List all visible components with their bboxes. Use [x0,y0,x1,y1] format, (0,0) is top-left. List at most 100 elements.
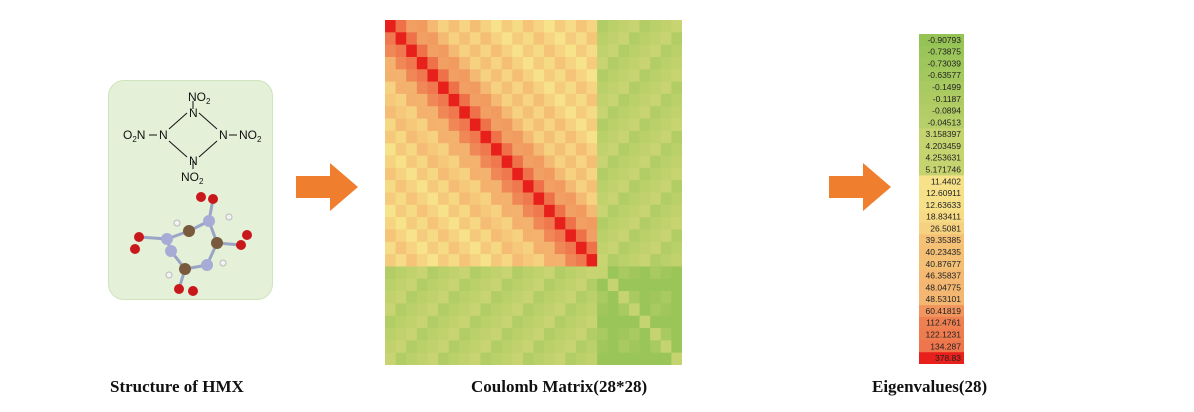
matrix-cell [660,20,672,33]
matrix-cell [522,81,534,95]
matrix-cell [544,180,556,193]
matrix-cell [459,81,471,95]
matrix-cell [671,278,682,292]
matrix-cell [533,143,545,156]
matrix-cell [459,130,471,144]
matrix-cell [618,340,630,354]
matrix-cell [575,352,587,365]
matrix-cell [565,254,577,267]
matrix-cell [385,352,397,365]
matrix-cell [385,69,397,83]
matrix-cell [416,106,428,119]
matrix-cell [406,315,418,329]
matrix-cell [406,204,418,218]
matrix-cell [395,192,407,206]
matrix-cell [480,352,492,365]
matrix-cell [512,204,524,218]
matrix-cell [554,340,566,354]
eigenvalue-label: 40.87677 [926,259,962,269]
matrix-cell [512,155,524,169]
matrix-cell [469,352,481,365]
matrix-cell [597,229,609,243]
matrix-cell [660,352,672,365]
matrix-cell [385,291,397,304]
matrix-cell [586,130,598,144]
matrix-cell [607,69,619,83]
ring-n-left: N [159,128,168,142]
eigenvalue-fill [919,281,964,294]
matrix-cell [533,352,545,365]
matrix-cell [512,69,524,83]
eigenvalue-fill [919,187,964,200]
matrix-cell [650,56,662,70]
matrix-cell [639,204,651,218]
matrix-cell [469,303,481,317]
matrix-cell [607,204,619,218]
matrix-cell [448,315,460,329]
matrix-cell [385,204,397,218]
matrix-cell [544,69,556,83]
matrix-cell [544,44,556,58]
matrix-cell [501,130,513,144]
matrix-cell [607,266,619,280]
matrix-cell [395,340,407,354]
eigenvalue-label: 4.203459 [926,141,962,151]
matrix-cell [427,155,439,169]
matrix-cell [554,130,566,144]
matrix-cell [660,106,672,119]
matrix-cell [448,204,460,218]
matrix-cell [491,303,503,317]
matrix-cell [628,155,640,169]
matrix-cell [597,315,609,329]
matrix-cell [491,106,503,119]
matrix-cell [639,315,651,329]
matrix-cell [512,291,524,304]
matrix-cell [395,106,407,119]
matrix-cell [438,93,450,107]
matrix-cell [628,167,640,181]
matrix-cell [427,143,439,156]
matrix-cell [575,167,587,181]
matrix-cell [395,69,407,83]
matrix-cell [512,118,524,132]
matrix-cell [628,241,640,255]
matrix-cell [459,340,471,354]
eigenvalue-fill [919,140,964,153]
matrix-cell [480,278,492,292]
matrix-cell [671,303,682,317]
matrix-cell [660,69,672,83]
matrix-cell [565,81,577,95]
matrix-cell [512,167,524,181]
matrix-cell [395,20,407,33]
matrix-cell [491,167,503,181]
matrix-cell [512,143,524,156]
matrix-cell [671,81,682,95]
matrix-cell [427,204,439,218]
matrix-cell [660,241,672,255]
matrix-cell [586,93,598,107]
matrix-cell [607,254,619,267]
matrix-cell [607,93,619,107]
eigenvalue-fill [919,222,964,235]
eigenvalue-label: 48.53101 [926,294,962,304]
eigenvalue-cell: -0.63577 [919,69,964,82]
matrix-cell [459,167,471,181]
matrix-cell [607,229,619,243]
matrix-cell [650,106,662,119]
matrix-cell [406,20,418,33]
matrix-cell [607,143,619,156]
matrix-cell [607,130,619,144]
matrix-cell [565,303,577,317]
structure-caption: Structure of HMX [110,377,244,396]
matrix-cell [459,278,471,292]
matrix-cell [438,204,450,218]
matrix-cell [671,352,682,365]
matrix-cell [533,192,545,206]
matrix-cell [597,352,609,365]
matrix-cell [607,278,619,292]
matrix-cell [501,192,513,206]
matrix-cell [639,291,651,304]
matrix-cell [395,204,407,218]
matrix-cell [480,291,492,304]
matrix-cell [660,56,672,70]
